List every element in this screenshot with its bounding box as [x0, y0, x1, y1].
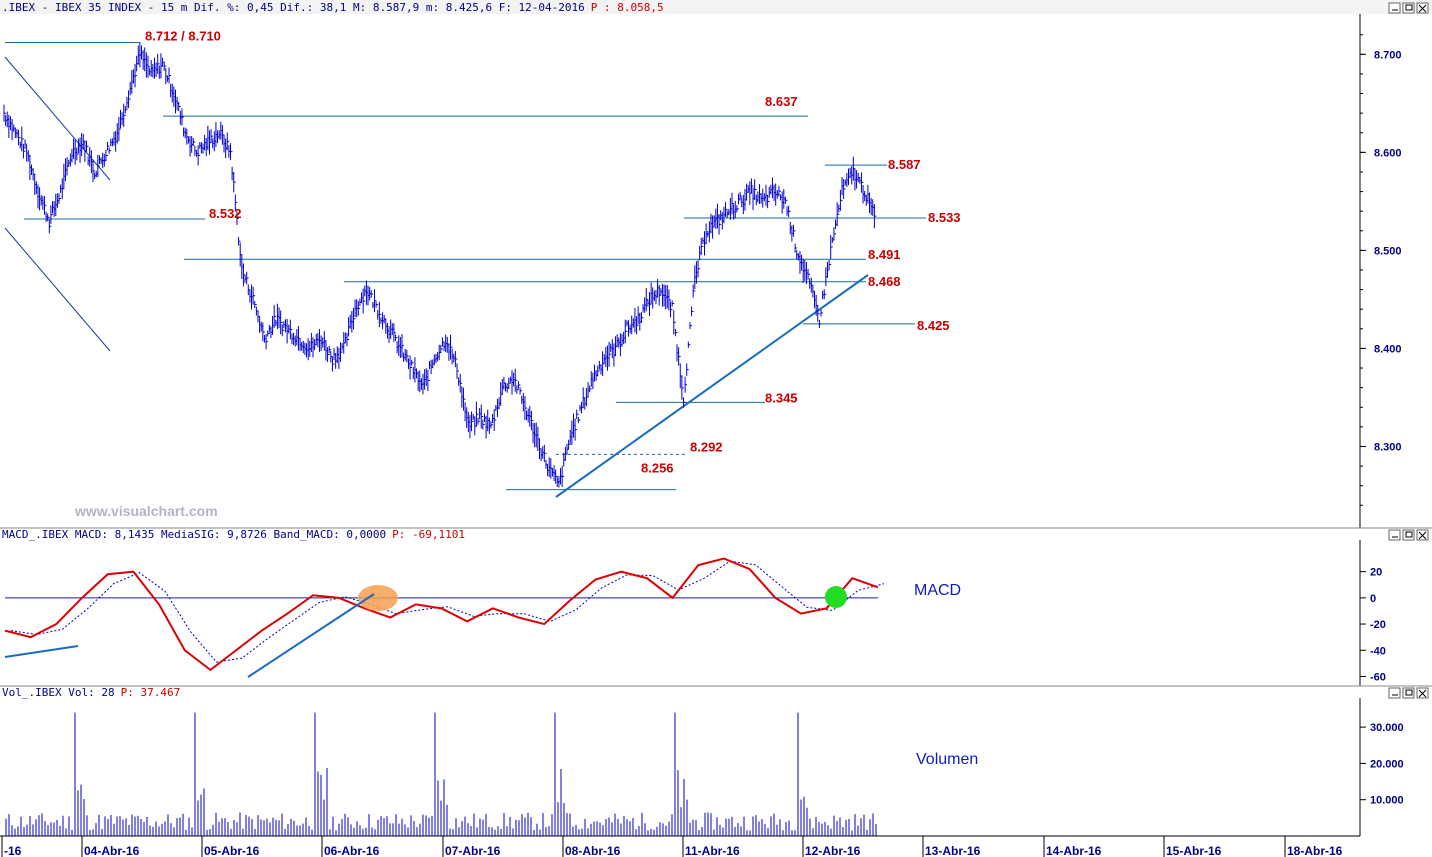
watermark: www.visualchart.com	[74, 503, 218, 519]
macd-tick-label: -20	[1370, 619, 1386, 631]
macd-window-buttons	[1388, 529, 1429, 541]
price-tick-label: 8.600	[1374, 147, 1402, 159]
volume-panel-label: Volumen	[916, 751, 978, 768]
macd-trendline-1	[4, 645, 79, 658]
macd-axis: 20 0 -20 -40 -60	[1360, 567, 1386, 683]
volume-bars	[5, 712, 877, 836]
volume-window-buttons	[1388, 687, 1429, 699]
level-label: 8.468	[868, 274, 901, 289]
price-bars	[3, 42, 877, 488]
level-label: 8.587	[888, 157, 921, 172]
date-tick-label: 15-Abr-16	[1166, 844, 1222, 857]
level-labels: 8.712 / 8.710 8.637 8.587 8.533 8.532 8.491 8.…	[145, 29, 961, 476]
macd-plot	[4, 557, 885, 678]
bullish-cross-marker	[825, 586, 847, 608]
support-trendline	[555, 274, 869, 498]
macd-maximize-button[interactable]	[1402, 529, 1415, 541]
date-tick-label: 07-Abr-16	[445, 844, 501, 857]
header-bar	[0, 0, 1432, 14]
price-tick-label: 8.500	[1374, 245, 1402, 257]
level-label: 8.292	[690, 439, 723, 454]
volume-tick-label: 20.000	[1370, 758, 1404, 770]
price-tick-label: 8.300	[1374, 441, 1402, 453]
volume-maximize-button[interactable]	[1402, 687, 1415, 699]
date-tick-label: 14-Abr-16	[1046, 844, 1102, 857]
macd-tick-label: 20	[1370, 567, 1382, 579]
macd-tick-label: 0	[1370, 593, 1376, 605]
level-label: 8.256	[641, 461, 674, 476]
macd-header: MACD_.IBEX MACD: 8,1435 MediaSIG: 9,8726…	[2, 528, 465, 541]
date-tick-label: 04-Abr-16	[84, 844, 140, 857]
macd-signal-line	[10, 560, 885, 663]
minimize-button[interactable]	[1388, 2, 1401, 14]
price-header: .IBEX - IBEX 35 INDEX - 15 m Dif. %: 0,4…	[2, 1, 664, 14]
price-overlays	[4, 42, 926, 498]
level-label: 8.712 / 8.710	[145, 29, 221, 44]
channel-line-lower	[4, 227, 111, 352]
volume-header: Vol_.IBEX Vol: 28 P: 37.467	[2, 686, 180, 699]
level-label: 8.345	[765, 390, 798, 405]
macd-tick-label: -40	[1370, 645, 1386, 657]
macd-trendline-2	[247, 593, 375, 678]
date-tick-label: -16	[4, 844, 22, 857]
macd-line	[4, 557, 879, 672]
date-tick-label: 06-Abr-16	[324, 844, 380, 857]
level-label: 8.532	[209, 206, 242, 221]
price-tick-label: 8.700	[1374, 49, 1402, 61]
price-window-buttons	[1388, 2, 1429, 14]
level-label: 8.425	[917, 318, 950, 333]
level-label: 8.491	[868, 247, 901, 262]
macd-tick-label: -60	[1370, 671, 1386, 683]
date-axis: -16 04-Abr-16 05-Abr-16 06-Abr-16 07-Abr-16 0…	[1, 836, 1343, 857]
macd-panel-label: MACD	[914, 582, 961, 599]
date-tick-label: 11-Abr-16	[685, 844, 740, 857]
date-tick-label: 05-Abr-16	[204, 844, 260, 857]
date-tick-label: 08-Abr-16	[565, 844, 621, 857]
level-label: 8.533	[928, 210, 961, 225]
date-tick-label: 13-Abr-16	[925, 844, 981, 857]
volume-axis: 30.000 20.000 10.000	[1360, 722, 1404, 807]
bearish-cross-marker	[358, 585, 398, 611]
macd-minimize-button[interactable]	[1388, 529, 1401, 541]
price-tick-label: 8.400	[1374, 343, 1402, 355]
volume-tick-label: 30.000	[1370, 722, 1404, 734]
level-label: 8.637	[765, 94, 798, 109]
maximize-button[interactable]	[1402, 2, 1415, 14]
volume-tick-label: 10.000	[1370, 795, 1404, 807]
volume-minimize-button[interactable]	[1388, 687, 1401, 699]
price-axis: 8.700 8.600 8.500 8.400 8.300	[1360, 34, 1402, 506]
date-tick-label: 18-Abr-16	[1287, 844, 1343, 857]
channel-line-upper	[4, 56, 111, 181]
date-tick-label: 12-Abr-16	[805, 844, 861, 857]
